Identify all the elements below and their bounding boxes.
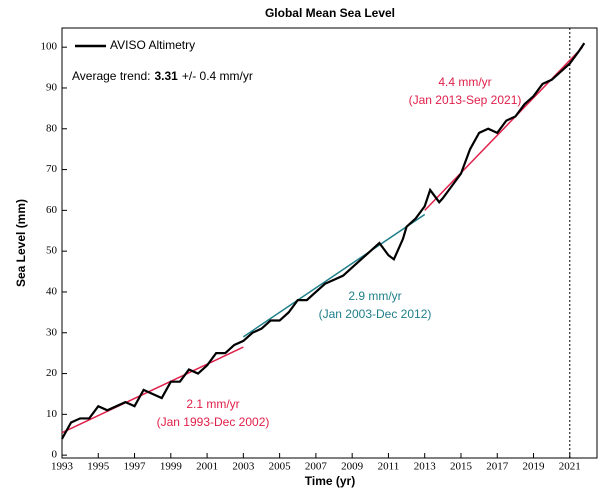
x-tick-label: 2021 [559,461,581,473]
x-tick-label: 2015 [450,461,473,473]
x-tick-label: 2009 [341,461,364,473]
plot-frame [61,27,598,459]
y-tick-label: 40 [46,285,58,297]
y-tick-label: 90 [46,82,58,94]
x-tick-label: 2001 [196,461,218,473]
y-tick-label: 80 [46,122,58,134]
trend-note: Average trend: 3.31 +/- 0.4 mm/yr [72,69,253,83]
x-tick-label: 2017 [486,461,509,473]
trend-annotation: (Jan 1993-Dec 2002) [157,415,270,429]
trend-line [424,46,584,211]
y-tick-label: 20 [46,367,58,379]
x-tick-label: 1997 [124,461,147,473]
x-tick-label: 2011 [378,461,400,473]
y-tick-label: 0 [52,449,58,461]
trend-line [242,213,426,338]
y-tick-label: 100 [41,41,58,53]
x-tick-label: 1995 [87,461,110,473]
y-tick-label: 60 [46,204,58,216]
trend-line [61,346,244,434]
trend-annotation: 2.1 mm/yr [186,397,239,411]
trend-annotation: (Jan 2013-Sep 2021) [409,93,522,107]
legend-label: AVISO Altimetry [110,38,195,52]
x-tick-label: 1993 [51,461,74,473]
trend-annotation: (Jan 2003-Dec 2012) [319,307,432,321]
y-tick-label: 30 [46,326,58,338]
x-axis-label: Time (yr) [305,474,355,488]
x-tick-label: 2013 [414,461,437,473]
trend-annotation: 4.4 mm/yr [438,75,491,89]
y-axis-label: Sea Level (mm) [14,199,28,287]
chart-title: Global Mean Sea Level [265,6,395,20]
y-tick-label: 10 [46,408,58,420]
trend-note-part: 3.31 [155,69,179,83]
x-tick-label: 2019 [523,461,546,473]
trend-note-part: +/- 0.4 mm/yr [182,69,253,83]
x-tick-label: 2007 [305,461,328,473]
y-tick-label: 70 [46,163,58,175]
x-tick-label: 2003 [232,461,255,473]
data-line [61,42,586,440]
x-tick-label: 2005 [269,461,292,473]
trend-note-part: Average trend: [72,69,151,83]
x-tick-label: 1999 [160,461,183,473]
trend-annotation: 2.9 mm/yr [348,289,401,303]
y-tick-label: 50 [46,245,58,257]
